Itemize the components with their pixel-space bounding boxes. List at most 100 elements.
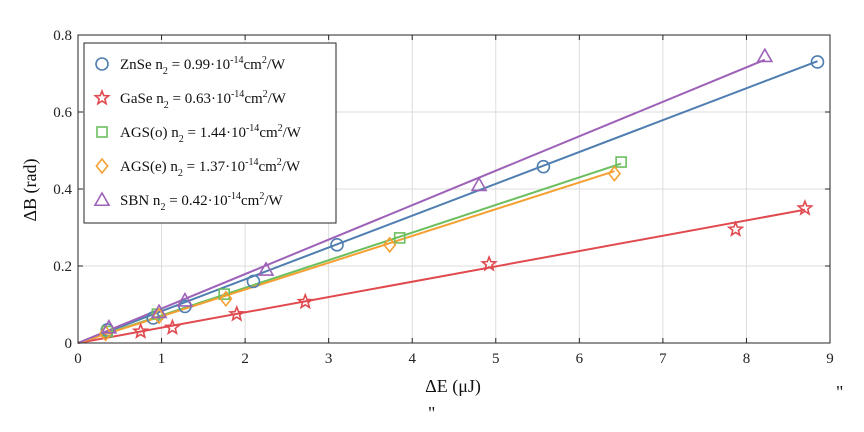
legend-marker-3	[95, 157, 109, 175]
y-tick-label: 0.4	[53, 182, 72, 198]
legend-marker-2	[96, 126, 108, 138]
legend-label-1: GaSe n2 = 0.63·10-14cm2/W	[120, 89, 287, 111]
data-point-series-1	[163, 318, 182, 336]
legend-marker-0	[95, 57, 109, 71]
legend-label-part: 2	[160, 202, 165, 213]
data-point-series-3	[219, 290, 233, 308]
x-tick-label: 0	[74, 351, 82, 367]
legend-label-2: AGS(o) n2 = 1.44·10-14cm2/W	[120, 123, 302, 145]
legend-label-part: cm	[243, 57, 262, 73]
legend-label-part: cm	[259, 125, 278, 141]
legend-label-part: ZnSe n	[120, 57, 163, 73]
legend-label-part: 2	[163, 66, 168, 77]
data-point-series-4	[150, 303, 168, 319]
y-axis-label: ΔB (rad)	[20, 158, 41, 221]
legend-label-part: -14	[246, 123, 259, 134]
legend-label-part: /W	[282, 159, 301, 175]
data-point-series-4	[100, 318, 118, 334]
legend-label-part: 2	[277, 157, 282, 168]
fit-line-series-4	[77, 58, 766, 344]
data-point-series-1	[796, 199, 814, 216]
data-point-series-4	[257, 261, 275, 276]
legend-label-part: -14	[228, 191, 241, 202]
x-tick-label: 1	[158, 351, 166, 367]
legend-label-part: /W	[268, 91, 287, 107]
legend-label-part: 2	[178, 168, 183, 179]
data-point-series-1	[480, 254, 498, 272]
legend-label-part: 2	[179, 134, 184, 145]
data-point-series-1	[726, 220, 745, 237]
legend-label-part: -14	[231, 89, 244, 100]
fit-line-series-0	[77, 60, 818, 344]
data-point-series-3	[98, 325, 113, 342]
legend-label-0: ZnSe n2 = 0.99·10-14cm2/W	[120, 55, 286, 77]
legend-label-part: SBN n	[120, 193, 161, 209]
data-point-series-1	[296, 292, 315, 310]
legend-label-part: GaSe n	[120, 91, 164, 107]
data-point-series-4	[756, 47, 774, 63]
legend-label-part: 2	[164, 100, 169, 111]
data-point-series-2	[393, 232, 406, 244]
legend-label-part: 2	[263, 89, 268, 100]
legend-label-part: /W	[264, 193, 283, 209]
legend-label-part: = 1.37·10	[183, 159, 245, 175]
y-tick-label: 0.2	[53, 259, 72, 275]
data-point-series-4	[176, 292, 194, 307]
data-point-series-0	[810, 55, 825, 69]
data-point-series-2	[615, 156, 627, 168]
stray-mark-1: "	[428, 403, 435, 423]
axis-ticks: 0 1 2 3 4 5 6 7 8 9 0 0.2 0.4 0.6 0.8	[53, 28, 834, 367]
legend-box	[83, 42, 337, 224]
data-point-series-1	[131, 322, 150, 339]
x-axis-label: ΔE (μJ)	[425, 376, 481, 397]
x-tick-label: 5	[492, 351, 500, 367]
legend-label-4: SBN n2 = 0.42·10-14cm2/W	[120, 191, 283, 213]
fit-line-series-3	[77, 170, 615, 344]
legend-label-part: /W	[267, 57, 286, 73]
data-point-series-4	[470, 176, 488, 192]
legend-label-part: cm	[244, 91, 263, 107]
data-point-series-3	[152, 307, 166, 325]
legend-label-part: /W	[283, 125, 302, 141]
legend-label-part: = 0.42·10	[165, 193, 227, 209]
data-point-series-3	[607, 165, 622, 182]
stray-mark-2: "	[836, 382, 843, 402]
x-tick-label: 2	[241, 351, 249, 367]
data-point-series-0	[330, 238, 344, 252]
fit-line-series-1	[77, 208, 806, 344]
x-tick-label: 3	[325, 351, 333, 367]
data-point-series-1	[227, 304, 246, 322]
data-point-series-0	[246, 274, 261, 289]
legend-label-part: = 1.44·10	[184, 125, 246, 141]
legend-label-part: cm	[241, 193, 260, 209]
legend-label-part: 2	[262, 55, 267, 66]
data-markers	[98, 47, 825, 342]
x-tick-label: 8	[743, 351, 751, 367]
legend-label-part: cm	[258, 159, 277, 175]
legend-label-part: -14	[245, 157, 258, 168]
data-point-series-0	[536, 159, 551, 174]
legend-label-part: = 0.63·10	[169, 91, 231, 107]
y-tick-label: 0.6	[53, 105, 72, 121]
legend-marker-1	[93, 88, 111, 106]
legend-label-part: 2	[278, 123, 283, 134]
x-tick-label: 6	[576, 351, 584, 367]
fit-lines	[77, 58, 818, 344]
legend-label-part: AGS(e) n	[120, 159, 178, 175]
y-tick-label: 0.8	[53, 28, 72, 44]
legend-label-3: AGS(e) n2 = 1.37·10-14cm2/W	[120, 157, 301, 179]
y-tick-label: 0	[65, 336, 73, 352]
x-tick-label: 7	[659, 351, 667, 367]
legend-marker-4	[93, 191, 111, 207]
legend-label-part: = 0.99·10	[168, 57, 230, 73]
data-point-series-2	[218, 288, 231, 300]
x-tick-label: 4	[408, 351, 416, 367]
data-point-series-3	[383, 236, 397, 254]
legend-label-part: AGS(o) n	[120, 125, 179, 141]
legend-label-part: 2	[259, 191, 264, 202]
legend-label-part: -14	[230, 55, 243, 66]
x-tick-label: 9	[826, 351, 834, 367]
